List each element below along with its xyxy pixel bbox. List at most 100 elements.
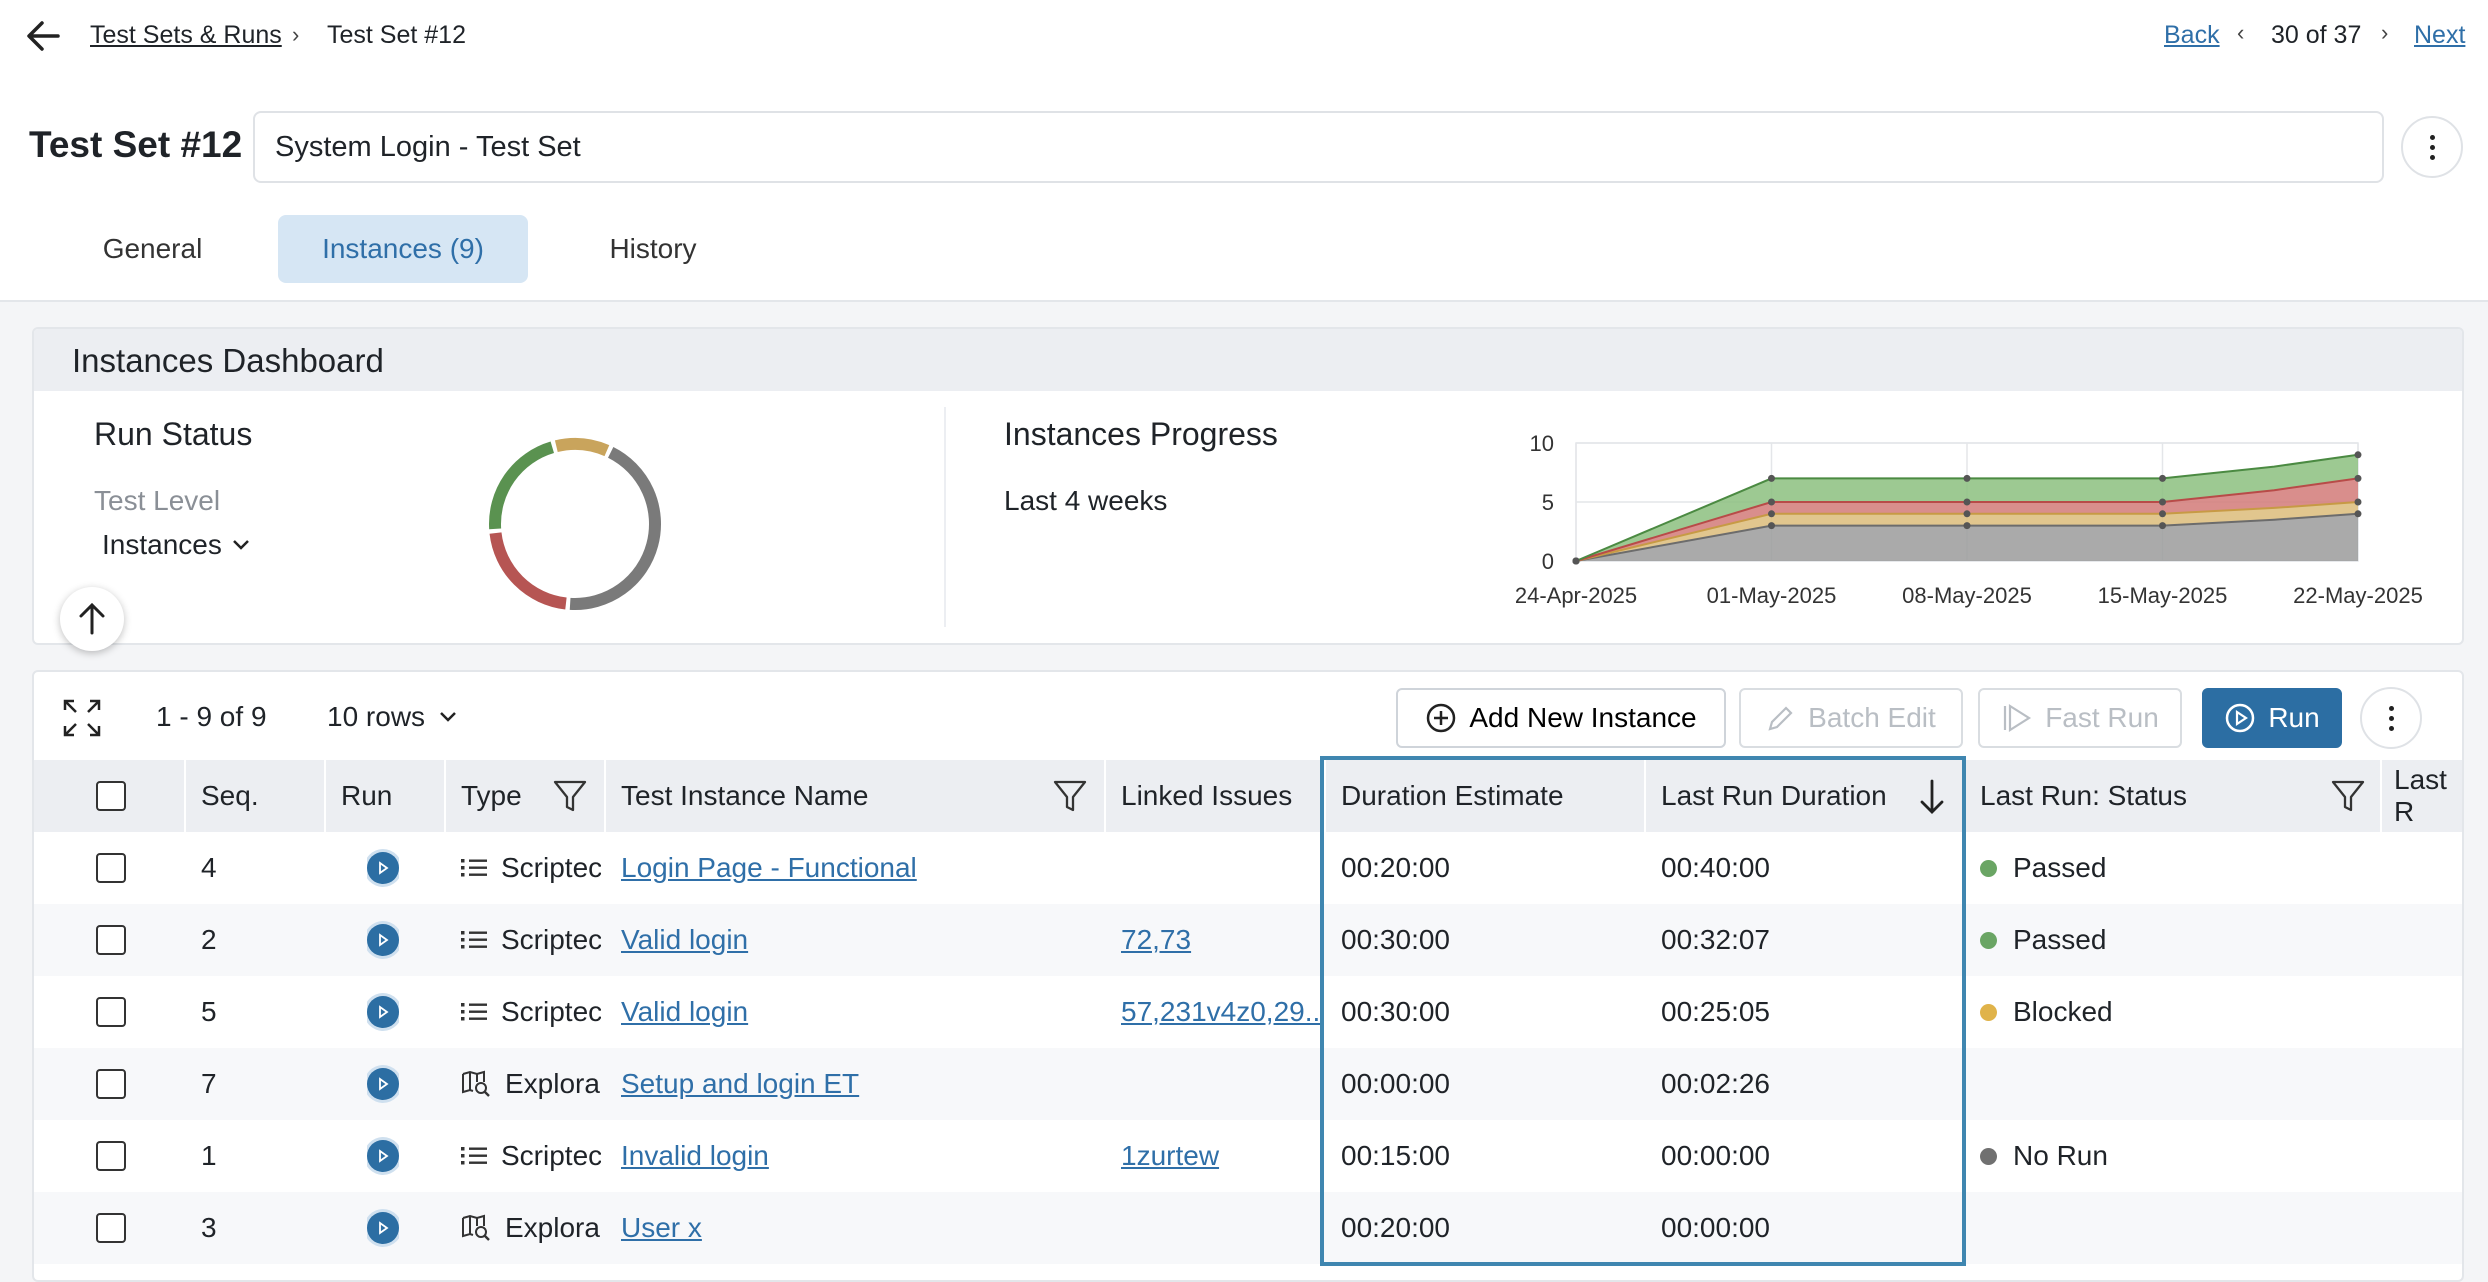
- back-arrow-icon[interactable]: [24, 16, 64, 56]
- run-button[interactable]: Run: [2202, 688, 2342, 748]
- col-last-run-status[interactable]: Last Run: Status: [1980, 780, 2188, 811]
- type-label: Scriptec: [501, 996, 601, 1027]
- table-row[interactable]: 3 Explora User x 00:20:00 00:00:00: [34, 1192, 2462, 1264]
- area-series-no-run: [1576, 513, 2358, 561]
- test-instance-link[interactable]: Valid login: [621, 996, 749, 1027]
- seq-cell: 3: [201, 1212, 217, 1243]
- add-new-instance-button[interactable]: Add New Instance: [1396, 688, 1726, 748]
- scroll-up-button[interactable]: [60, 587, 124, 651]
- duration-estimate-cell: 00:20:00: [1341, 1212, 1450, 1243]
- filter-icon[interactable]: [2330, 778, 2366, 814]
- next-link[interactable]: Next: [2414, 21, 2466, 49]
- progress-period: Last 4 weeks: [1004, 485, 1168, 516]
- list-icon: [461, 1145, 487, 1167]
- last-run-duration-cell: 00:00:00: [1661, 1212, 1770, 1243]
- col-last-run[interactable]: Last R: [2394, 764, 2447, 827]
- linked-issues-link[interactable]: 1zurtew: [1121, 1140, 1220, 1171]
- type-label: Scriptec: [501, 924, 601, 955]
- run-instance-button[interactable]: [367, 1120, 399, 1192]
- run-instance-button[interactable]: [367, 1192, 399, 1264]
- table-row[interactable]: 2 Scriptec Valid login 72,73 00:30:00 00…: [34, 904, 2462, 976]
- test-set-name-input[interactable]: [253, 111, 2384, 183]
- test-instance-link[interactable]: Valid login: [621, 924, 749, 955]
- test-level-value: Instances: [102, 529, 222, 560]
- row-checkbox[interactable]: [96, 976, 126, 1048]
- series-line-passed: [1575, 453, 2359, 562]
- data-point: [1963, 510, 1971, 518]
- status-label: No Run: [2013, 1140, 2108, 1171]
- row-checkbox[interactable]: [96, 1192, 126, 1264]
- seq-cell: 4: [201, 852, 217, 883]
- test-level-select[interactable]: Instances: [102, 529, 250, 561]
- pencil-icon: [1768, 706, 1793, 731]
- table-row[interactable]: 5 Scriptec Valid login 57,231v4z0,29... …: [34, 976, 2462, 1048]
- expand-icon[interactable]: [62, 698, 102, 738]
- breadcrumb-parent-link[interactable]: Test Sets & Runs: [90, 21, 282, 49]
- test-instance-link[interactable]: User x: [621, 1212, 702, 1243]
- tab-general[interactable]: General: [102, 233, 203, 264]
- tab-history[interactable]: History: [609, 233, 697, 264]
- table-row[interactable]: 7 Explora Setup and login ET 00:00:00 00…: [34, 1048, 2462, 1120]
- x-tick-label: 22-May-2025: [2293, 583, 2423, 608]
- last-run-status-cell: No Run: [1980, 1120, 2108, 1192]
- grid-more-options-button[interactable]: [2360, 687, 2422, 749]
- run-instance-button[interactable]: [367, 904, 399, 976]
- filter-icon[interactable]: [1052, 778, 1088, 814]
- row-checkbox[interactable]: [96, 1048, 126, 1120]
- data-point: [2159, 510, 2166, 518]
- arrow-up-icon: [79, 602, 105, 635]
- status-label: Passed: [2013, 924, 2107, 955]
- last-run-status-cell: Passed: [1980, 904, 2106, 976]
- run-status-donut-chart: [489, 438, 661, 610]
- test-instance-link[interactable]: Invalid login: [621, 1140, 769, 1171]
- col-run[interactable]: Run: [341, 780, 393, 811]
- last-run-duration-cell: 00:32:07: [1661, 924, 1770, 955]
- status-dot: [1980, 931, 1997, 949]
- fast-run-button[interactable]: Fast Run: [1978, 688, 2182, 748]
- run-instance-button[interactable]: [367, 1048, 399, 1120]
- type-label: Scriptec: [501, 1140, 601, 1171]
- sort-descending-arrow-icon[interactable]: [1918, 778, 1946, 816]
- col-last-run-duration[interactable]: Last Run Duration: [1661, 780, 1887, 811]
- table-row[interactable]: 4 Scriptec Login Page - Functional 00:20…: [34, 832, 2462, 904]
- page-title: Test Set #12: [29, 124, 243, 165]
- play-icon: [367, 1212, 399, 1244]
- type-cell: Explora: [461, 1048, 601, 1120]
- more-options-button[interactable]: [2401, 116, 2463, 178]
- select-all-checkbox[interactable]: [96, 760, 126, 832]
- filter-icon[interactable]: [552, 778, 588, 814]
- table-row[interactable]: 1 Scriptec Invalid login 1zurtew 00:15:0…: [34, 1120, 2462, 1192]
- row-checkbox[interactable]: [96, 832, 126, 904]
- data-point: [2354, 451, 2362, 459]
- test-instance-link[interactable]: Setup and login ET: [621, 1068, 860, 1099]
- back-link[interactable]: Back: [2164, 21, 2220, 49]
- data-point: [1963, 474, 1971, 482]
- chevron-right-icon[interactable]: ›: [2381, 20, 2389, 45]
- breadcrumb-current: Test Set #12: [327, 21, 466, 49]
- data-point: [1768, 522, 1775, 530]
- col-duration-estimate[interactable]: Duration Estimate: [1341, 780, 1564, 811]
- x-tick-label: 15-May-2025: [2098, 583, 2228, 608]
- batch-edit-button[interactable]: Batch Edit: [1739, 688, 1963, 748]
- col-type[interactable]: Type: [461, 780, 522, 811]
- run-status-title: Run Status: [94, 416, 253, 452]
- rows-per-page-select[interactable]: 10 rows: [327, 701, 457, 733]
- linked-issues-link[interactable]: 57,231v4z0,29...: [1121, 996, 1321, 1027]
- row-checkbox[interactable]: [96, 1120, 126, 1192]
- col-test-instance-name[interactable]: Test Instance Name: [621, 780, 869, 811]
- run-instance-button[interactable]: [367, 832, 399, 904]
- test-instance-link[interactable]: Login Page - Functional: [621, 852, 917, 883]
- row-checkbox[interactable]: [96, 904, 126, 976]
- y-tick-label: 10: [1530, 431, 1554, 456]
- run-instance-button[interactable]: [367, 976, 399, 1048]
- type-cell: Scriptec: [461, 904, 601, 976]
- linked-issues-link[interactable]: 72,73: [1121, 924, 1192, 955]
- col-seq[interactable]: Seq.: [201, 780, 259, 811]
- chevron-left-icon[interactable]: ‹: [2237, 20, 2245, 45]
- col-linked-issues[interactable]: Linked Issues: [1121, 780, 1293, 811]
- series-line-no-run: [1575, 512, 2359, 562]
- last-run-duration-cell: 00:00:00: [1661, 1140, 1770, 1171]
- tab-instances[interactable]: Instances (9): [278, 215, 528, 283]
- play-circle-icon: [2226, 703, 2255, 733]
- record-position: 30 of 37: [2271, 21, 2362, 49]
